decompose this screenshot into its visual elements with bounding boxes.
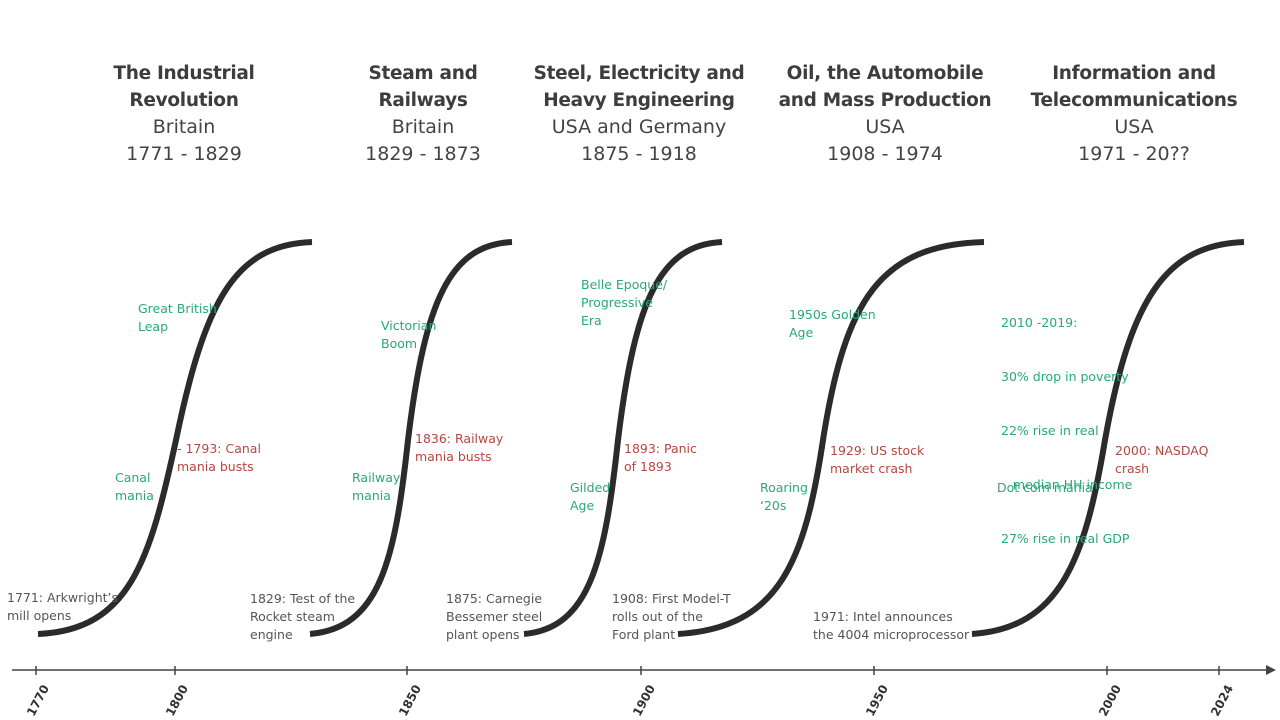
surge-curve-3 bbox=[523, 239, 723, 637]
w2-boom-label: Victorian Boom bbox=[381, 318, 437, 351]
wave-header-1: The Industrial Revolution Britain 1771 -… bbox=[64, 60, 304, 168]
wave-title-line2: Heavy Engineering bbox=[543, 90, 735, 111]
w3-mania-label: Gilded Age bbox=[570, 480, 611, 513]
wave-period: 1875 - 1918 bbox=[581, 143, 697, 165]
surge-curve-5 bbox=[971, 239, 1245, 637]
w3-start-label: 1875: Carnegie Bessemer steel plant open… bbox=[446, 591, 543, 642]
wave-period: 1829 - 1873 bbox=[365, 143, 481, 165]
w1-bust-label: - 1793: Canal mania busts bbox=[177, 441, 261, 474]
surge-curve-2 bbox=[309, 239, 513, 637]
wave-country: USA bbox=[1114, 116, 1154, 138]
wave-country: USA and Germany bbox=[551, 116, 727, 138]
wave-country: Britain bbox=[152, 116, 216, 138]
wave-header-5: Information and Telecommunications USA 1… bbox=[1014, 60, 1254, 168]
axis-arrowhead bbox=[1266, 665, 1276, 675]
wave-period: 1771 - 1829 bbox=[126, 143, 242, 165]
axis-ticks bbox=[35, 666, 1220, 675]
wave-title-line1: Steel, Electricity and bbox=[533, 63, 745, 84]
wave-title-line1: The Industrial bbox=[113, 63, 255, 84]
w2-bust-label: 1836: Railway mania busts bbox=[415, 431, 504, 464]
wave-title-line2: and Mass Production bbox=[778, 90, 992, 111]
w2-start-label: 1829: Test of the Rocket steam engine bbox=[250, 591, 356, 642]
wave-title-line1: Oil, the Automobile bbox=[786, 63, 984, 84]
w1-start-label: 1771: Arkwright’s mill opens bbox=[7, 590, 119, 623]
w4-bust-label: 1929: US stock market crash bbox=[830, 443, 925, 476]
w5-mania-label: Dot com mania bbox=[997, 480, 1093, 495]
w4-start-label: 1908: First Model-T rolls out of the For… bbox=[612, 591, 731, 642]
wave-country: USA bbox=[865, 116, 905, 138]
w4-mania-label: Roaring ‘20s bbox=[760, 480, 808, 513]
wave-title-line2: Railways bbox=[378, 90, 468, 111]
w1-mania-label: Canal mania bbox=[115, 470, 154, 503]
wave-header-3: Steel, Electricity and Heavy Engineering… bbox=[519, 60, 759, 168]
w3-boom-label: Belle Epoque/ Progressive Era bbox=[581, 277, 668, 328]
surge-curve-1 bbox=[37, 239, 313, 637]
wave-title-line1: Information and bbox=[1052, 63, 1216, 84]
surge-curve-4 bbox=[677, 239, 985, 637]
w4-boom-label: 1950s Golden Age bbox=[789, 307, 876, 340]
w2-mania-label: Railway mania bbox=[352, 470, 401, 503]
wave-title-line2: Revolution bbox=[129, 90, 239, 111]
w5-start-label: 1971: Intel announces the 4004 microproc… bbox=[813, 609, 970, 642]
wave-title-line1: Steam and bbox=[368, 63, 478, 84]
wave-header-2: Steam and Railways Britain 1829 - 1873 bbox=[303, 60, 543, 168]
w5-boom-label: 2010 -2019: 30% drop in poverty 22% rise… bbox=[1001, 315, 1133, 546]
w5-bust-label: 2000: NASDAQ crash bbox=[1115, 443, 1209, 476]
wave-title-line2: Telecommunications bbox=[1030, 90, 1238, 111]
wave-country: Britain bbox=[391, 116, 455, 138]
wave-header-4: Oil, the Automobile and Mass Production … bbox=[765, 60, 1005, 168]
wave-period: 1908 - 1974 bbox=[827, 143, 943, 165]
w1-boom-label: Great British Leap bbox=[138, 301, 217, 334]
wave-period: 1971 - 20?? bbox=[1078, 143, 1190, 165]
w3-bust-label: 1893: Panic of 1893 bbox=[624, 441, 697, 474]
